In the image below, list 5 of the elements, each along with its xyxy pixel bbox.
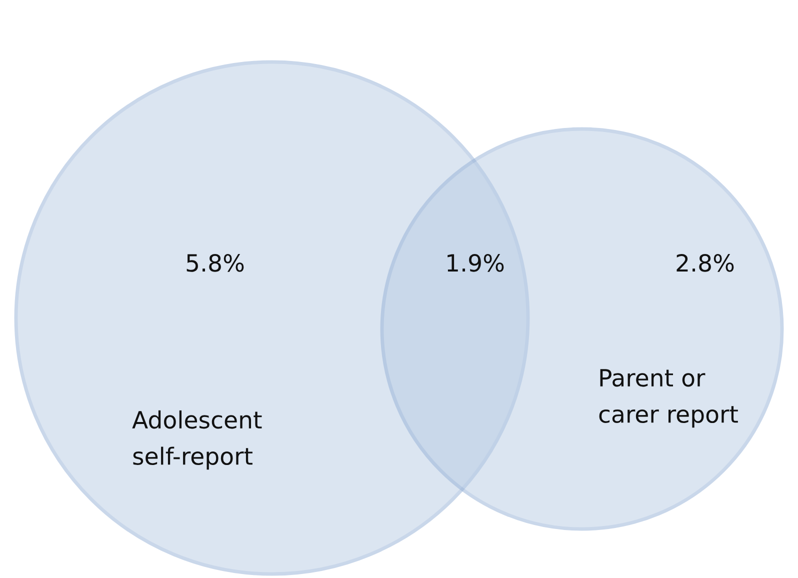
data-label: 5.8% xyxy=(186,254,244,272)
data-label: 2.8% xyxy=(676,254,734,272)
category-label: Parent or carer report xyxy=(599,369,738,428)
data-label: 1.9% xyxy=(448,254,504,272)
category-label: Adolescent self-report xyxy=(132,410,262,470)
